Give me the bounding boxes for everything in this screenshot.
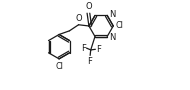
Text: Cl: Cl [55,62,63,71]
Text: O: O [85,2,92,11]
Text: F: F [87,57,92,66]
Text: N: N [109,33,115,42]
Text: N: N [109,10,115,19]
Text: F: F [96,45,101,54]
Text: Cl: Cl [116,22,124,31]
Text: O: O [75,14,82,23]
Text: F: F [81,44,86,53]
